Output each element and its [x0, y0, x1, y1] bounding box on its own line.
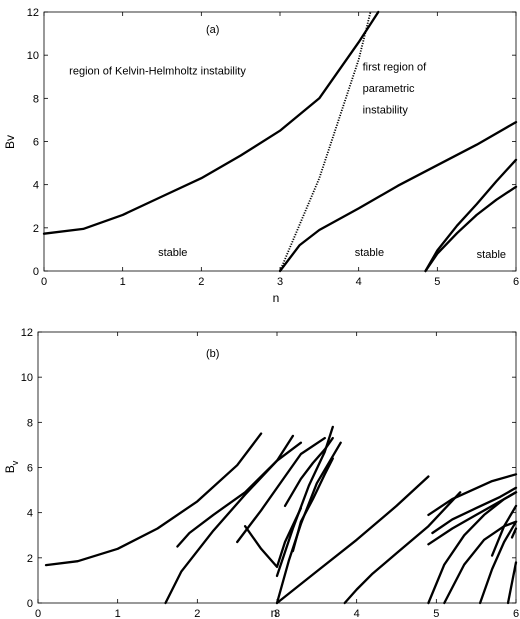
panel-a-x-tick-label: 2	[198, 276, 204, 288]
panel-a-y-tick-label: 8	[33, 93, 39, 105]
panel-b-x-axis-label: n	[271, 606, 278, 619]
panel-b-series-15	[443, 520, 518, 605]
panel-b-x-tick-label: 3	[274, 608, 280, 619]
panel-b-y-tick-label: 0	[27, 598, 33, 610]
panel-a-annotation: stable	[355, 247, 384, 259]
panel-b-series-16	[478, 520, 518, 605]
panel-a-annotation: parametric	[363, 83, 415, 95]
panel-a-y-tick-label: 12	[27, 7, 39, 19]
panel-b-y-tick-label: 6	[27, 463, 33, 475]
panel-b-curves	[44, 425, 518, 605]
panel-b-series-18	[506, 561, 518, 605]
panel-b-series-14	[427, 473, 518, 517]
panel-b-y-axis-label-main: B	[3, 465, 17, 473]
panel-b-series-7	[283, 436, 334, 508]
panel-b-y-axis-label-sub: v	[10, 460, 20, 465]
panel-a-y-tick-label: 4	[33, 180, 39, 192]
panel-a-curves	[42, 10, 518, 273]
panel-a-x-tick-label: 3	[277, 276, 283, 288]
panel-b-series-4	[243, 506, 303, 569]
panel-b-y-axis-label: Bv	[3, 460, 20, 473]
panel-a-annotation: instability	[363, 104, 409, 116]
panel-a-series-2	[278, 120, 518, 273]
panel-b-series-2	[164, 441, 303, 605]
panel-a-x-tick-label: 0	[41, 276, 47, 288]
panel-b-series-10	[343, 491, 462, 605]
panel-a-series-3	[424, 158, 518, 273]
panel-a-y-axis-label: Bv	[3, 135, 17, 149]
panel-b-series-3	[236, 436, 326, 544]
panel-b-x-tick-label: 5	[433, 608, 439, 619]
panel-a-y-tick-label: 0	[33, 266, 39, 278]
panel-a-annotation: stable	[477, 249, 506, 261]
panel-a-annotation: stable	[158, 247, 187, 259]
panel-b-series-12	[427, 491, 518, 546]
panel-b-series-13	[431, 486, 518, 535]
panel-b-series-19	[510, 527, 518, 539]
panel-a-label: (a)	[206, 24, 219, 36]
panel-b-y-tick-label: 4	[27, 508, 33, 520]
panel-a-annotations: region of Kelvin-Helmholtz instability fi…	[69, 61, 506, 261]
panel-a-annotation: first region of	[363, 61, 428, 73]
panel-a-x-tick-label: 5	[434, 276, 440, 288]
panel-a-x-tick-label: 6	[513, 276, 519, 288]
panel-b-x-tick-label: 1	[115, 608, 121, 619]
svg-text:Bv: Bv	[3, 460, 20, 473]
panel-a-y-tick-label: 2	[33, 223, 39, 235]
panel-b-x-tick-label: 2	[194, 608, 200, 619]
panel-a-y-tick-label: 6	[33, 137, 39, 149]
panel-b-x-tick-label: 0	[35, 608, 41, 619]
panel-a-series-4	[424, 185, 518, 273]
panel-a-y-tick-label: 10	[27, 50, 39, 62]
panel-a-x-tick-label: 1	[120, 276, 126, 288]
panel-a-annotation: region of Kelvin-Helmholtz instability	[69, 66, 246, 78]
panel-b-y-tick-label: 10	[21, 372, 33, 384]
panel-b-y-tick-label: 12	[21, 327, 33, 339]
panel-b-frame	[37, 331, 517, 604]
panel-b-x-tick-label: 6	[513, 608, 519, 619]
panel-b-series-8	[291, 457, 334, 553]
panel-a-series-0	[42, 10, 380, 235]
panel-b-series-9	[275, 475, 430, 605]
panel-b-y-tick-label: 8	[27, 417, 33, 429]
panel-b-label: (b)	[206, 348, 219, 360]
panel-b-x-tick-label: 4	[354, 608, 360, 619]
panel-b-series-6	[275, 425, 334, 578]
panel-b-series-0	[44, 432, 263, 567]
panel-a-x-axis-label: n	[273, 291, 280, 305]
panel-a-frame	[43, 11, 517, 272]
panel-b-y-tick-label: 2	[27, 553, 33, 565]
panel-b-series-1	[176, 434, 295, 548]
panel-a-x-tick-label: 4	[356, 276, 362, 288]
panel-a-series-1	[279, 11, 372, 272]
